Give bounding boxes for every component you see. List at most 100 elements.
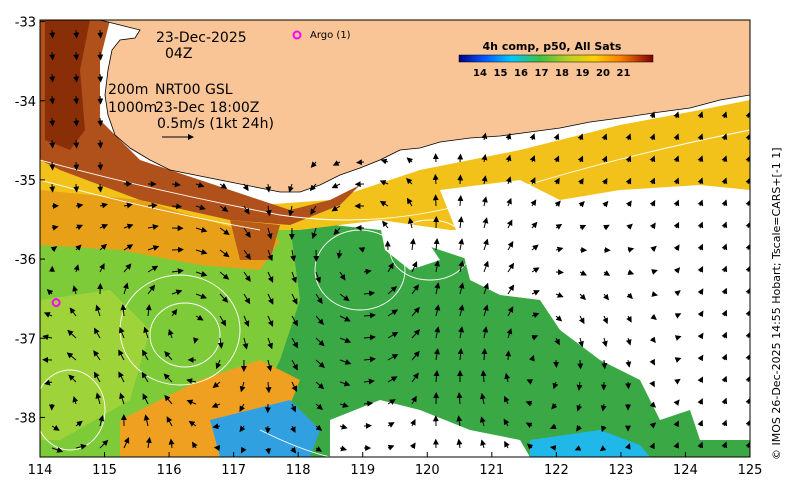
current-vector — [649, 222, 656, 230]
current-vector — [624, 443, 631, 450]
current-vector — [651, 269, 658, 275]
colorbar-tick-label: 14 — [473, 68, 487, 79]
current-vector — [625, 200, 632, 208]
current-vector — [505, 176, 512, 185]
current-vector — [673, 420, 679, 428]
current-vector — [697, 243, 704, 251]
current-vector — [651, 291, 658, 297]
current-vector — [650, 245, 657, 252]
current-vector — [219, 271, 230, 280]
current-vector — [332, 160, 341, 166]
current-vector — [288, 183, 294, 193]
current-vector — [529, 354, 535, 362]
current-vector — [387, 286, 398, 295]
current-vector — [243, 293, 251, 305]
current-vector — [531, 267, 540, 274]
y-tick-label: -36 — [15, 253, 36, 268]
current-vector — [504, 372, 511, 383]
current-vector — [481, 348, 488, 361]
current-vector — [411, 329, 421, 339]
current-vector — [95, 392, 102, 405]
current-vector — [507, 284, 515, 295]
current-vector — [673, 199, 680, 207]
current-vector — [73, 183, 80, 193]
current-vector — [411, 395, 417, 405]
current-vector — [339, 423, 348, 430]
current-vector — [171, 308, 178, 317]
current-vector — [458, 238, 465, 251]
current-vector — [721, 353, 728, 361]
current-vector — [49, 95, 56, 105]
current-vector — [434, 282, 441, 295]
current-vector — [387, 399, 396, 405]
current-vector — [123, 202, 133, 209]
current-vector — [99, 263, 105, 273]
current-vector — [290, 249, 297, 262]
current-vector — [265, 205, 272, 217]
current-vector — [49, 117, 56, 127]
current-vector — [265, 447, 272, 455]
x-tick-label: 116 — [157, 463, 182, 478]
current-vector — [333, 227, 341, 236]
current-vector — [697, 133, 704, 141]
current-vector — [171, 289, 183, 296]
current-vector — [434, 304, 441, 317]
y-tick-label: -33 — [15, 16, 36, 31]
current-vector — [458, 304, 465, 317]
colorbar-title: 4h comp, p50, All Sats — [483, 40, 622, 53]
current-vector — [525, 422, 533, 429]
current-vector — [721, 419, 728, 427]
current-vector — [195, 314, 204, 321]
current-vector — [265, 183, 272, 193]
current-vector — [315, 293, 323, 305]
current-vector — [627, 269, 635, 276]
current-vector — [554, 177, 560, 185]
current-vector — [721, 265, 728, 273]
current-vector — [217, 337, 224, 349]
x-tick-label: 125 — [738, 463, 763, 478]
current-vector — [531, 244, 539, 251]
current-vector — [697, 155, 704, 163]
current-vector — [315, 359, 325, 369]
current-vector — [627, 247, 635, 253]
depth-label: 200m — [108, 82, 148, 98]
current-vector — [457, 348, 464, 361]
current-vector — [697, 111, 704, 119]
current-vector — [433, 348, 440, 361]
current-vector — [192, 441, 198, 449]
current-vector — [479, 416, 486, 427]
current-vector — [526, 443, 534, 450]
depth2-label: 1000m — [108, 100, 157, 116]
current-vector — [97, 183, 104, 193]
current-vector — [97, 73, 104, 83]
current-vector — [479, 392, 486, 405]
current-vector — [123, 437, 130, 449]
current-vector — [66, 352, 77, 361]
current-vector — [549, 423, 557, 430]
current-vector — [625, 155, 632, 163]
current-vector — [602, 293, 609, 301]
current-vector — [434, 260, 440, 273]
current-vector — [603, 270, 611, 276]
current-vector — [674, 335, 682, 341]
current-vector — [123, 263, 132, 273]
current-vector — [290, 446, 297, 454]
current-vector — [98, 414, 105, 427]
current-vector — [387, 331, 399, 339]
current-vector — [577, 359, 584, 370]
current-vector — [577, 155, 584, 163]
current-vector — [145, 304, 152, 317]
current-vector — [310, 205, 317, 215]
current-vector — [602, 200, 609, 208]
current-vector — [51, 447, 64, 453]
sst-brown-patch — [230, 220, 280, 260]
current-vector — [649, 380, 655, 388]
current-vector — [649, 155, 656, 163]
current-vector — [697, 419, 704, 427]
current-vector — [673, 244, 680, 252]
current-vector — [387, 262, 394, 273]
current-vector — [625, 381, 632, 390]
current-vector — [195, 293, 207, 299]
current-vector — [576, 425, 582, 432]
current-vector — [97, 117, 104, 127]
